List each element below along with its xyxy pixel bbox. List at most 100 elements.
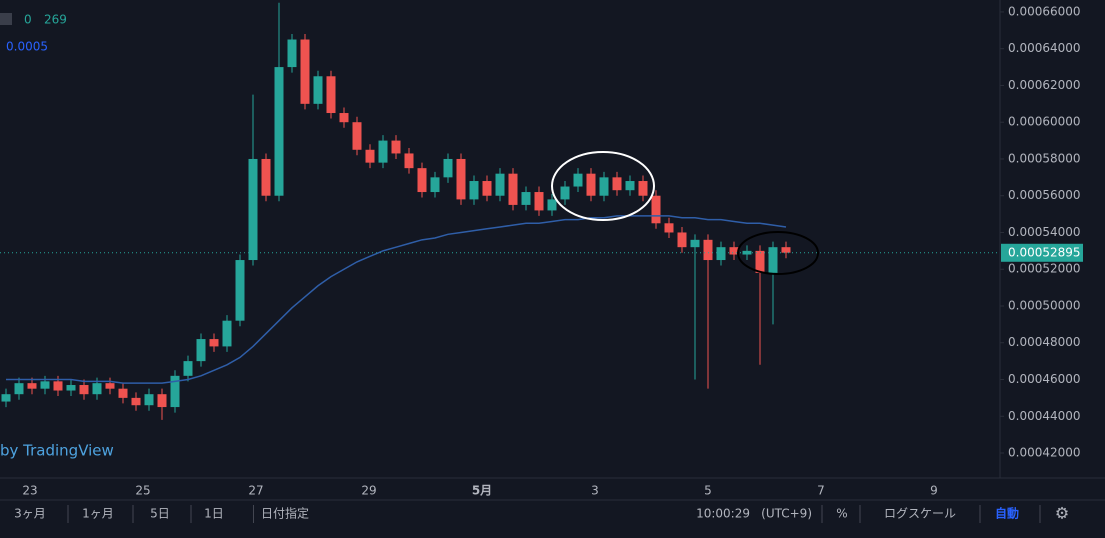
- x-tick-label: 9: [930, 484, 938, 498]
- candle-body: [313, 76, 323, 104]
- y-tick-label: 0.00054000: [1008, 225, 1081, 239]
- ma-value: 0.0005: [6, 40, 48, 54]
- candle-body: [157, 394, 167, 408]
- range-button[interactable]: 3ヶ月: [14, 507, 46, 521]
- candle-body: [378, 140, 388, 163]
- candle-body: [365, 149, 375, 163]
- candle-body: [586, 173, 596, 196]
- candle-body: [183, 361, 193, 376]
- candle-body: [391, 140, 401, 154]
- y-tick-label: 0.00042000: [1008, 446, 1081, 460]
- x-tick-label: 25: [135, 484, 150, 498]
- clock: 10:00:29: [696, 507, 750, 521]
- candle-body: [352, 122, 362, 150]
- y-tick-label: 0.00048000: [1008, 335, 1081, 349]
- candle-body: [222, 320, 232, 347]
- candle-body: [690, 239, 700, 248]
- candle-body: [235, 260, 245, 321]
- x-tick-label: 27: [248, 484, 263, 498]
- percent-toggle[interactable]: %: [836, 507, 847, 521]
- candle-body: [66, 385, 76, 391]
- candle-body: [131, 397, 141, 406]
- candle-body: [430, 177, 440, 193]
- y-tick-label: 0.00064000: [1008, 41, 1081, 55]
- candle-body: [326, 76, 336, 114]
- range-button[interactable]: 1日: [204, 507, 224, 521]
- candle-body: [677, 232, 687, 248]
- candle-body: [170, 375, 180, 408]
- candle-body: [456, 158, 466, 200]
- x-tick-label: 5: [704, 484, 712, 498]
- candle-body: [625, 181, 635, 191]
- candle-body: [1, 394, 11, 402]
- candle-body: [482, 181, 492, 196]
- range-button[interactable]: 1ヶ月: [82, 507, 114, 521]
- candle-body: [274, 67, 284, 196]
- y-tick-label: 0.00058000: [1008, 151, 1081, 165]
- candle-body: [508, 173, 518, 205]
- candle-body: [651, 195, 661, 224]
- plot-area: [0, 0, 1000, 478]
- x-tick-label: 5月: [472, 484, 492, 498]
- last-price-label: 0.00052895: [1008, 245, 1081, 259]
- last-price-box: [1001, 243, 1083, 262]
- candle-body: [40, 381, 50, 389]
- candle-body: [521, 192, 531, 205]
- candle-body: [599, 177, 609, 196]
- y-tick-label: 0.00052000: [1008, 262, 1081, 276]
- candle-body: [53, 381, 63, 391]
- candle-body: [755, 250, 765, 273]
- toolbar: 10:00:29 (UTC+9) % ログスケール 自動 ⚙ 3ヶ月 1ヶ月 5日 1…: [14, 504, 1069, 523]
- candle-body: [664, 223, 674, 233]
- candle-body: [573, 173, 583, 187]
- candle-body: [703, 239, 713, 261]
- candle-body: [560, 186, 570, 200]
- range-button[interactable]: 5日: [150, 507, 170, 521]
- candle-body: [729, 247, 739, 255]
- candle-body: [716, 247, 726, 261]
- candle-body: [547, 199, 557, 211]
- candle-body: [144, 394, 154, 406]
- candle-body: [612, 177, 622, 191]
- y-tick-label: 0.00044000: [1008, 409, 1081, 423]
- candle-body: [92, 383, 102, 395]
- x-tick-label: 23: [22, 484, 37, 498]
- annotation-circle: [737, 231, 819, 275]
- candle-body: [79, 385, 89, 395]
- candle-body: [261, 158, 271, 196]
- candle-body: [118, 388, 128, 398]
- zone: (UTC+9): [761, 507, 812, 521]
- candle-body: [196, 339, 206, 362]
- volume-ma: 0: [24, 13, 32, 27]
- y-tick-label: 0.00050000: [1008, 298, 1081, 312]
- annotation-circle: [551, 151, 655, 221]
- y-tick-label: 0.00046000: [1008, 372, 1081, 386]
- legend-icon: [0, 13, 12, 25]
- candle-body: [209, 339, 219, 347]
- candle-body: [443, 158, 453, 178]
- candle-body: [534, 192, 544, 211]
- auto-toggle[interactable]: 自動: [995, 506, 1019, 521]
- log-toggle[interactable]: ログスケール: [884, 507, 956, 521]
- y-tick-label: 0.00060000: [1008, 115, 1081, 129]
- series-layer: [1, 2, 791, 420]
- candle-body: [742, 250, 752, 255]
- volume: 269: [44, 13, 67, 27]
- x-tick-label: 29: [361, 484, 376, 498]
- candle-body: [404, 153, 414, 169]
- candle-body: [469, 181, 479, 200]
- y-tick-label: 0.00066000: [1008, 4, 1081, 18]
- moving-average: [6, 215, 787, 384]
- range-button[interactable]: 日付指定: [261, 506, 309, 521]
- credit: by TradingView: [0, 442, 114, 460]
- settings-icon[interactable]: ⚙: [1055, 504, 1069, 523]
- candle-body: [781, 247, 791, 253]
- candle-body: [14, 383, 24, 395]
- candle-body: [248, 158, 258, 261]
- candle-body: [27, 383, 37, 389]
- candle-body: [300, 39, 310, 104]
- candle-body: [339, 113, 349, 123]
- x-tick-label: 7: [817, 484, 825, 498]
- candle-body: [768, 247, 778, 273]
